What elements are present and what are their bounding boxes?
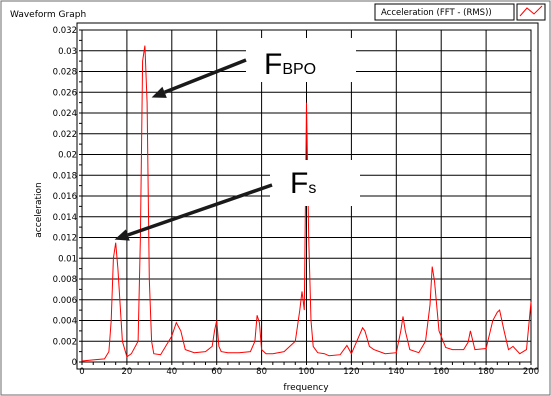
annotation-arrow-head [114, 229, 130, 241]
y-tick-label: 0.016 [53, 192, 77, 202]
x-axis-label: frequency [283, 383, 329, 393]
x-tick-label: 40 [166, 367, 177, 377]
annotation-box [270, 160, 360, 206]
legend-swatch-line [519, 5, 543, 17]
annotation-box [246, 38, 356, 82]
x-tick-label: 200 [523, 367, 539, 377]
y-tick-label: 0.002 [53, 337, 77, 347]
legend: Acceleration (FFT - (RMS)) [374, 3, 546, 21]
y-tick-label: 0.018 [53, 171, 77, 181]
y-tick-label: 0.024 [53, 109, 77, 119]
y-tick-label: 0.004 [53, 317, 77, 327]
series-line-acceleration [81, 45, 532, 362]
x-tick-label: 180 [478, 367, 494, 377]
x-tick-label: 20 [121, 367, 132, 377]
y-tick-label: 0.008 [53, 275, 77, 285]
annotation-label: FBPO [264, 48, 316, 81]
y-tick-label: 0.028 [53, 68, 77, 78]
x-tick-label: 160 [433, 367, 449, 377]
annotation-arrow-shaft [163, 58, 247, 94]
graph-title: Waveform Graph [10, 10, 86, 20]
y-tick-label: 0.026 [53, 88, 77, 98]
annotation-arrow-shaft [127, 183, 273, 237]
x-tick-label: 60 [211, 367, 222, 377]
annotation-callout: Fs [114, 160, 360, 241]
y-tick-label: 0.014 [53, 213, 77, 223]
annotation-label-main: F [264, 48, 282, 81]
legend-entry-label: Acceleration (FFT - (RMS)) [381, 8, 492, 18]
y-tick-label: 0.006 [53, 296, 77, 306]
annotation-label-sub: s [308, 180, 316, 197]
x-tick-label: 0 [79, 367, 84, 377]
y-tick-label: 0.03 [58, 47, 77, 57]
annotation-label-sub: BPO [282, 61, 316, 78]
x-tick-label: 140 [388, 367, 404, 377]
x-tick-label: 80 [256, 367, 267, 377]
annotation-callout: FBPO [151, 38, 356, 98]
y-tick-label: 0 [72, 358, 77, 368]
y-tick-label: 0.022 [53, 130, 77, 140]
annotation-arrow-head [151, 86, 167, 98]
x-tick-label: 100 [298, 367, 314, 377]
annotation-label: Fs [290, 167, 316, 200]
legend-box [374, 3, 515, 21]
y-tick-label: 0.02 [58, 151, 77, 161]
annotation-label-main: F [290, 167, 308, 200]
x-tick-label: 120 [343, 367, 359, 377]
y-tick-label: 0.032 [53, 26, 77, 36]
y-tick-label: 0.012 [53, 234, 77, 244]
y-axis-label: acceleration [34, 182, 44, 237]
y-tick-label: 0.01 [58, 254, 77, 264]
